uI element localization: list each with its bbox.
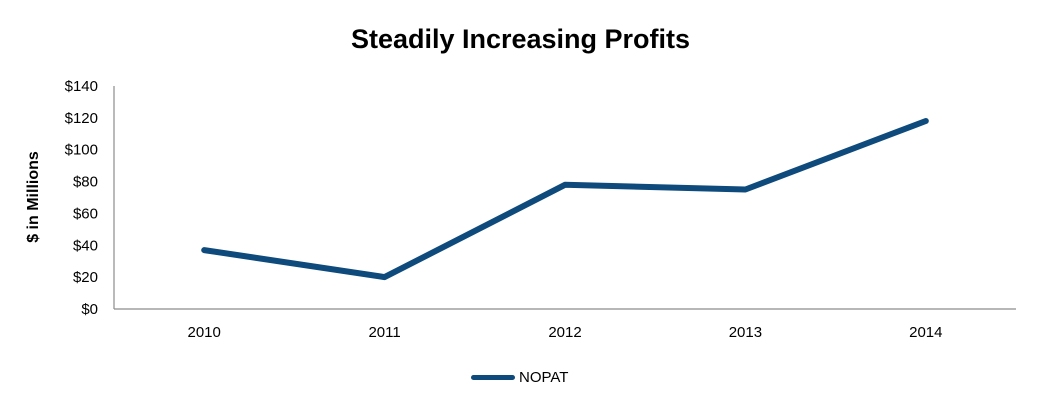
axes — [113, 86, 1016, 310]
legend-label-nopat: NOPAT — [519, 368, 569, 386]
legend-swatch-nopat — [471, 374, 515, 380]
y-tick-label: $80 — [73, 174, 98, 191]
y-tick-label: $40 — [73, 237, 98, 254]
tick-labels: $0 $20 $40 $60 $80 $100 $120 $140 2010 2011 2012 20… — [65, 78, 943, 341]
x-tick-label: 2013 — [729, 324, 762, 341]
data-point — [744, 189, 746, 191]
data-point — [564, 184, 566, 186]
y-tick-label: $140 — [65, 78, 98, 95]
y-tick-label: $60 — [73, 205, 98, 222]
y-tick-label: $120 — [65, 110, 98, 127]
data-point — [384, 276, 386, 278]
legend: NOPAT — [471, 367, 568, 387]
series-group — [201, 118, 929, 281]
data-point — [203, 249, 205, 251]
x-tick-label: 2011 — [368, 324, 400, 341]
y-tick-label: $20 — [73, 269, 98, 286]
y-tick-label: $0 — [81, 301, 98, 318]
series-line-nopat — [201, 118, 929, 281]
y-tick-label: $100 — [65, 142, 98, 159]
x-tick-label: 2012 — [548, 324, 581, 341]
chart-title: Steadily Increasing Profits — [350, 24, 691, 54]
x-tick-label: 2010 — [188, 324, 221, 341]
data-point — [925, 120, 927, 122]
x-tick-label: 2014 — [909, 324, 942, 341]
